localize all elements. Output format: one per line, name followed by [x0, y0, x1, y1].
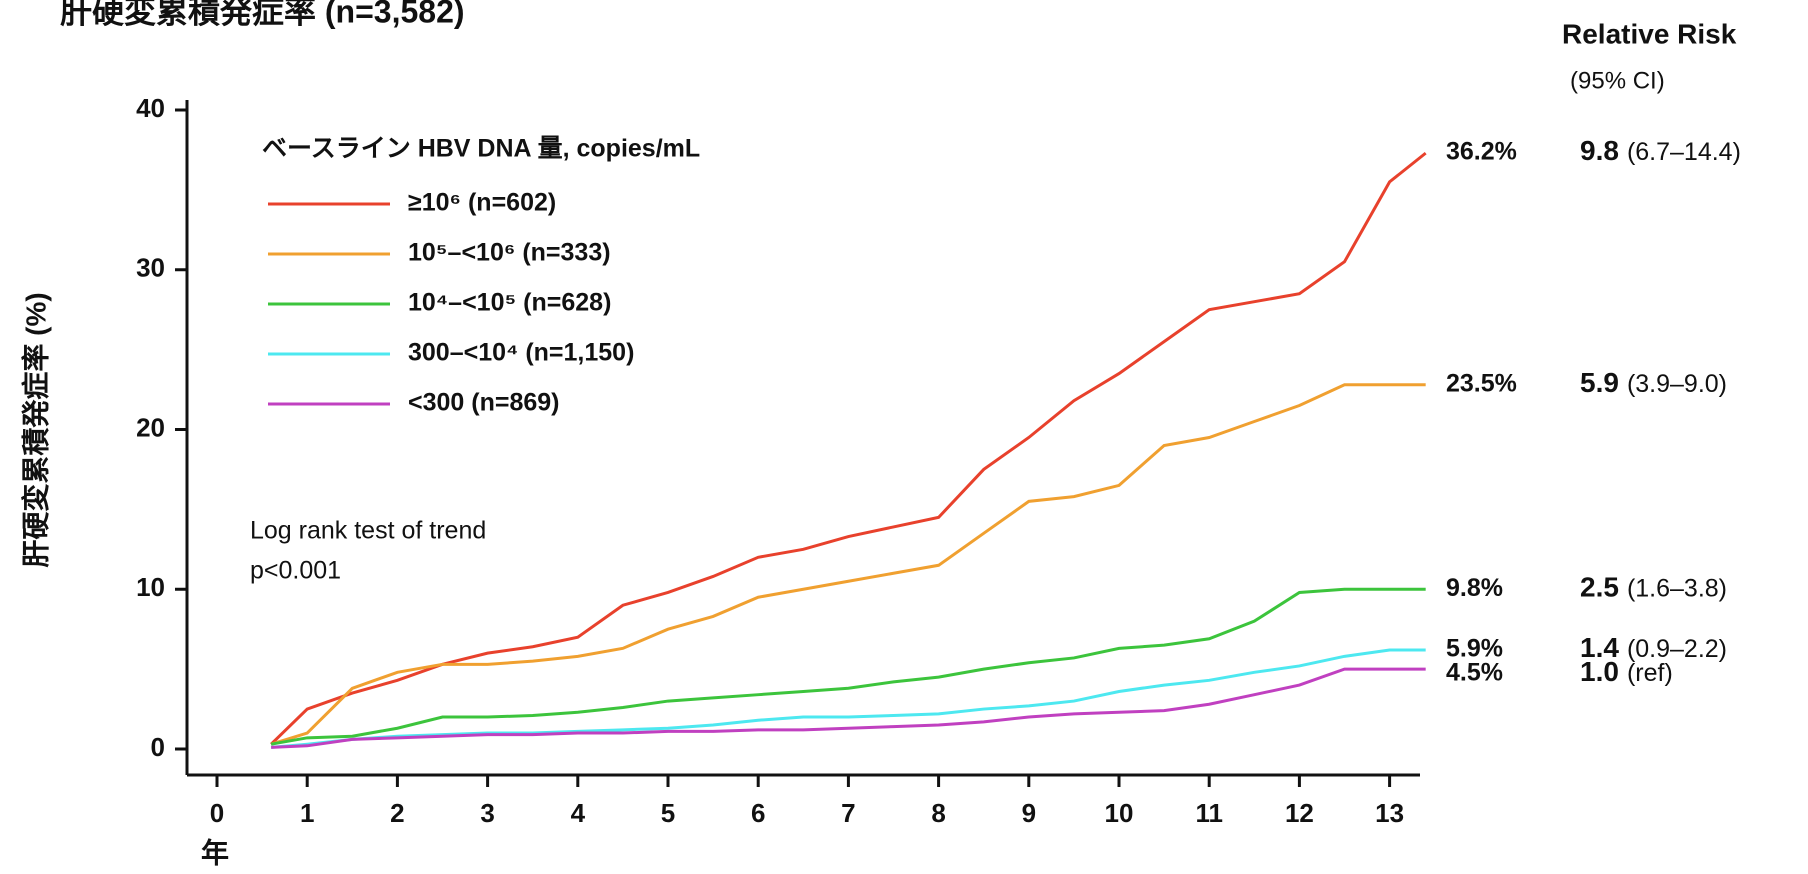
- rr-value: 5.9: [1580, 367, 1619, 398]
- legend-label: ≥10⁶ (n=602): [408, 189, 556, 217]
- x-tick-label: 8: [931, 798, 945, 828]
- rr-value: 1.4: [1580, 632, 1619, 663]
- relative-risk: 2.5 (1.6–3.8): [1580, 572, 1727, 603]
- ci-value: (ref): [1627, 659, 1673, 687]
- ci-value: (1.6–3.8): [1627, 574, 1727, 602]
- x-tick-label: 2: [390, 798, 404, 828]
- x-tick-label: 5: [661, 798, 675, 828]
- ci-value: (6.7–14.4): [1627, 138, 1741, 166]
- relative-risk: 5.9 (3.9–9.0): [1580, 367, 1727, 398]
- legend-label: 10⁵–<10⁶ (n=333): [408, 239, 611, 267]
- legend-label: 300–<10⁴ (n=1,150): [408, 339, 634, 367]
- x-tick-label: 3: [480, 798, 494, 828]
- ci-value: (3.9–9.0): [1627, 369, 1727, 397]
- x-tick-label: 12: [1285, 798, 1314, 828]
- x-axis-label: 年: [201, 836, 229, 868]
- x-tick-label: 9: [1022, 798, 1036, 828]
- chart-title: 肝硬変累積発症率 (n=3,582): [60, 0, 465, 29]
- x-tick-label: 6: [751, 798, 765, 828]
- end-label: 4.5%: [1446, 659, 1503, 687]
- legend-title: ベースライン HBV DNA 量, copies/mL: [262, 135, 700, 163]
- annotation: Log rank test of trend: [250, 517, 486, 545]
- line: [270, 383, 1426, 746]
- line: [270, 151, 1427, 746]
- x-tick-label: 13: [1375, 798, 1404, 828]
- line: [270, 587, 1426, 746]
- end-label: 5.9%: [1446, 635, 1503, 663]
- y-tick-label: 20: [136, 412, 165, 442]
- line: [271, 667, 1426, 749]
- x-tick-label: 0: [210, 798, 224, 828]
- legend-label: <300 (n=869): [408, 389, 560, 417]
- x-tick-label: 7: [841, 798, 855, 828]
- legend-label: 10⁴–<10⁵ (n=628): [408, 289, 611, 317]
- y-tick-label: 10: [136, 572, 165, 602]
- end-label: 23.5%: [1446, 369, 1517, 397]
- relative-risk: 1.0 (ref): [1580, 656, 1673, 687]
- y-tick-label: 30: [136, 253, 165, 283]
- x-tick-label: 1: [300, 798, 314, 828]
- y-axis-label: 肝硬変累積発症率 (%): [19, 292, 51, 567]
- rr-value: 9.8: [1580, 136, 1619, 167]
- rr-header: Relative Risk: [1562, 18, 1737, 49]
- x-tick-label: 11: [1195, 798, 1223, 828]
- ci-header: (95% CI): [1570, 67, 1665, 94]
- line: [270, 648, 1426, 749]
- relative-risk: 9.8 (6.7–14.4): [1580, 136, 1741, 167]
- end-label: 9.8%: [1446, 574, 1503, 602]
- y-tick-label: 0: [151, 732, 165, 762]
- annotation: p<0.001: [250, 557, 341, 585]
- ci-value: (0.9–2.2): [1627, 635, 1727, 663]
- rr-value: 1.0: [1580, 656, 1619, 687]
- x-tick-label: 10: [1105, 798, 1134, 828]
- end-label: 36.2%: [1446, 138, 1517, 166]
- rr-value: 2.5: [1580, 572, 1619, 603]
- relative-risk: 1.4 (0.9–2.2): [1580, 632, 1727, 663]
- y-tick-label: 40: [136, 93, 165, 123]
- x-tick-label: 4: [571, 798, 586, 828]
